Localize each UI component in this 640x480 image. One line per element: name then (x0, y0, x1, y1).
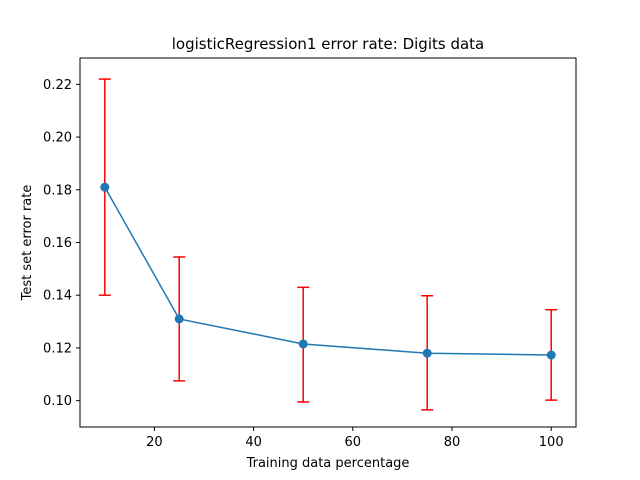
data-point (298, 339, 308, 349)
y-tick-label: 0.20 (43, 131, 72, 146)
x-axis-label: Training data percentage (246, 456, 410, 471)
x-tick-label: 80 (444, 435, 461, 450)
y-tick-label: 0.22 (43, 78, 72, 93)
x-tick-label: 40 (245, 435, 262, 450)
y-tick-label: 0.12 (43, 341, 72, 356)
data-point (100, 182, 110, 192)
x-tick-label: 20 (146, 435, 163, 450)
data-point (174, 314, 184, 324)
plot-area (98, 78, 558, 411)
y-axis-label: Test set error rate (20, 185, 35, 302)
y-tick-label: 0.18 (43, 183, 72, 198)
x-axis: 20 40 60 80 100 (146, 427, 564, 450)
data-point (546, 350, 556, 360)
data-point (422, 348, 432, 358)
y-tick-label: 0.10 (43, 394, 72, 409)
x-tick-label: 100 (539, 435, 564, 450)
plot-frame (79, 57, 577, 428)
y-tick-label: 0.14 (43, 289, 72, 304)
y-axis: 0.10 0.12 0.14 0.16 0.18 0.20 0.22 (43, 78, 80, 409)
series-line (104, 186, 552, 356)
chart-title: logisticRegression1 error rate: Digits d… (172, 35, 485, 53)
y-tick-label: 0.16 (43, 236, 72, 251)
x-tick-label: 60 (345, 435, 362, 450)
